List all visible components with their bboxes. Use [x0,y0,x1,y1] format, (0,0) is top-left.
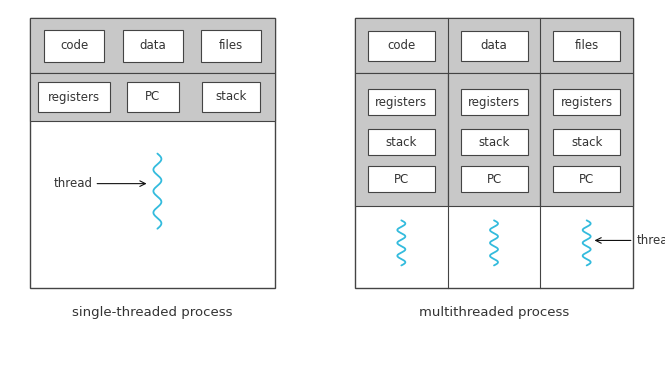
Text: code: code [387,39,416,52]
Text: stack: stack [571,136,602,149]
Bar [541,73,633,206]
Bar [30,18,275,73]
Text: registers: registers [468,96,520,109]
Bar [553,167,620,193]
Bar [460,167,527,193]
Text: PC: PC [145,91,160,103]
Text: data: data [481,39,507,52]
Text: PC: PC [394,173,409,186]
Text: stack: stack [215,91,247,103]
Text: PC: PC [579,173,595,186]
Bar [355,18,633,288]
Bar [368,30,435,61]
Text: PC: PC [486,173,501,186]
Text: thread: thread [53,177,92,190]
Bar [448,73,541,206]
Bar [122,29,182,62]
Bar [460,89,527,115]
Text: multithreaded process: multithreaded process [419,306,569,319]
Bar [202,82,260,112]
Text: registers: registers [561,96,612,109]
Text: thread: thread [636,234,665,247]
Text: code: code [60,39,88,52]
Bar [368,129,435,155]
Text: data: data [139,39,166,52]
Bar [553,30,620,61]
Bar [30,73,275,121]
Bar [553,89,620,115]
Bar [460,30,527,61]
Text: registers: registers [48,91,100,103]
Text: single-threaded process: single-threaded process [72,306,233,319]
Bar [201,29,261,62]
Bar [126,82,178,112]
Text: stack: stack [478,136,509,149]
Bar [30,18,275,288]
Text: files: files [219,39,243,52]
Bar [368,167,435,193]
Bar [368,89,435,115]
Text: stack: stack [386,136,417,149]
Text: files: files [575,39,598,52]
Bar [355,18,633,73]
Bar [38,82,110,112]
Bar [460,129,527,155]
Bar [355,73,448,206]
Bar [44,29,104,62]
Bar [553,129,620,155]
Text: registers: registers [375,96,428,109]
